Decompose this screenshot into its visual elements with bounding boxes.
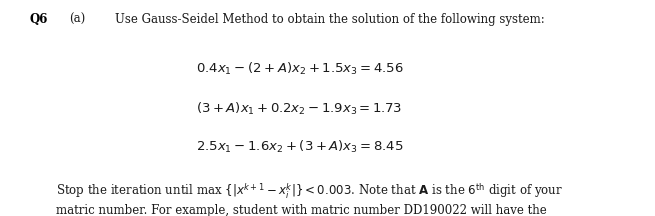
Text: Use Gauss-Seidel Method to obtain the solution of the following system:: Use Gauss-Seidel Method to obtain the so… xyxy=(115,13,544,26)
Text: (a): (a) xyxy=(69,13,85,26)
Text: $(3+A)x_1 + 0.2x_2 -1.9x_3 = 1.73$: $(3+A)x_1 + 0.2x_2 -1.9x_3 = 1.73$ xyxy=(196,100,403,117)
Text: $0.4x_1 - (2+A)x_2 +1.5x_3 = 4.56$: $0.4x_1 - (2+A)x_2 +1.5x_3 = 4.56$ xyxy=(196,60,404,77)
Text: $2.5x_1 -1.6x_2 + (3+A)x_3 = 8.45$: $2.5x_1 -1.6x_2 + (3+A)x_3 = 8.45$ xyxy=(196,139,404,156)
Text: Q6: Q6 xyxy=(29,13,48,26)
Text: matric number. For example, student with matric number DD190022 will have the: matric number. For example, student with… xyxy=(56,204,546,216)
Text: Stop the iteration until max $\{|x^{k+1} - x_i^k|\} < 0.003$. Note that $\mathbf: Stop the iteration until max $\{|x^{k+1}… xyxy=(56,181,563,201)
